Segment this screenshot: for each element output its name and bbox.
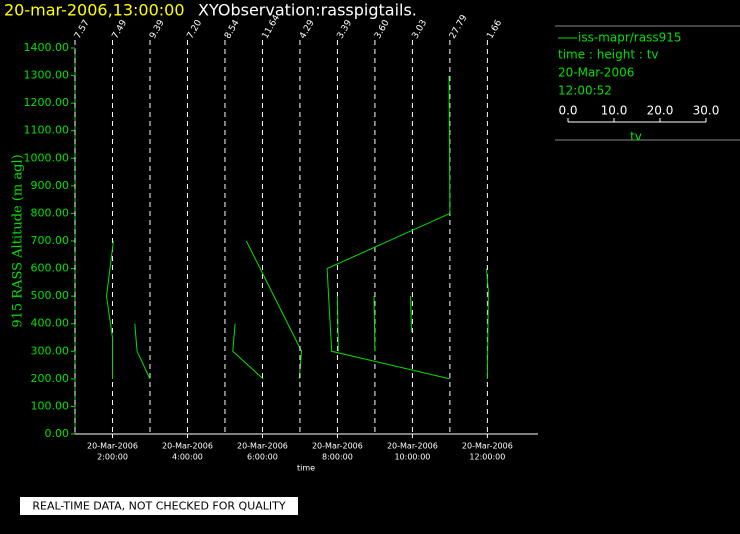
legend-tick-label: 0.0	[558, 104, 577, 118]
x-tick-label: 8:00:00	[322, 453, 353, 462]
y-tick-label: 700.00	[31, 234, 70, 247]
x-tick-label: 4:00:00	[172, 453, 203, 462]
legend-time: 12:00:52	[558, 84, 612, 98]
profile-line	[410, 296, 412, 332]
legend-fields: time : height : tv	[558, 48, 659, 62]
profile-line	[336, 296, 339, 352]
x-tick-date: 20-Mar-2006	[237, 442, 288, 451]
note-box	[20, 497, 298, 515]
legend-tick-label: 20.0	[647, 104, 674, 118]
y-tick-label: 600.00	[31, 262, 70, 275]
x-tick-date: 20-Mar-2006	[87, 442, 138, 451]
chart-title: 20-mar-2006,13:00:00	[4, 1, 185, 20]
y-tick-label: 1400.00	[24, 41, 70, 54]
y-tick-label: 0.00	[45, 427, 70, 440]
profile-line	[245, 240, 303, 379]
y-axis-label: 915 RASS Altitude (m agl)	[11, 154, 26, 327]
profile-line	[232, 323, 264, 380]
y-tick-label: 1000.00	[24, 151, 70, 164]
legend-axis-label: tv	[630, 130, 642, 144]
y-tick-label: 100.00	[31, 399, 70, 412]
profile-line	[134, 323, 151, 380]
profile-line	[326, 75, 451, 380]
legend-tick-label: 10.0	[601, 104, 628, 118]
note: REAL-TIME DATA, NOT CHECKED FOR QUALITY	[32, 500, 286, 513]
y-tick-label: 400.00	[31, 317, 70, 330]
y-tick-label: 500.00	[31, 289, 70, 302]
profile-line	[106, 240, 114, 379]
profile-line	[373, 296, 376, 352]
x-tick-date: 20-Mar-2006	[162, 442, 213, 451]
chart-subtitle: XYObservation:rasspigtails.	[198, 1, 417, 20]
y-tick-label: 300.00	[31, 344, 70, 357]
x-tick-label: 6:00:00	[247, 453, 278, 462]
x-tick-label: 12:00:00	[469, 453, 505, 462]
x-tick-date: 20-Mar-2006	[312, 442, 363, 451]
y-tick-label: 1300.00	[24, 69, 70, 82]
x-tick-label: 10:00:00	[394, 453, 430, 462]
y-tick-label: 1100.00	[24, 124, 70, 137]
y-tick-label: 800.00	[31, 206, 70, 219]
y-tick-label: 200.00	[31, 372, 70, 385]
legend-date: 20-Mar-2006	[558, 66, 634, 80]
y-tick-label: 900.00	[31, 179, 70, 192]
y-tick-label: 1200.00	[24, 96, 70, 109]
profile-line	[485, 268, 489, 379]
legend-name: iss-mapr/rass915	[578, 31, 682, 45]
legend-tick-label: 30.0	[693, 104, 720, 118]
x-tick-date: 20-Mar-2006	[462, 442, 513, 451]
x-tick-date: 20-Mar-2006	[387, 442, 438, 451]
x-tick-label: 2:00:00	[97, 453, 128, 462]
x-axis-label: time	[297, 464, 315, 473]
